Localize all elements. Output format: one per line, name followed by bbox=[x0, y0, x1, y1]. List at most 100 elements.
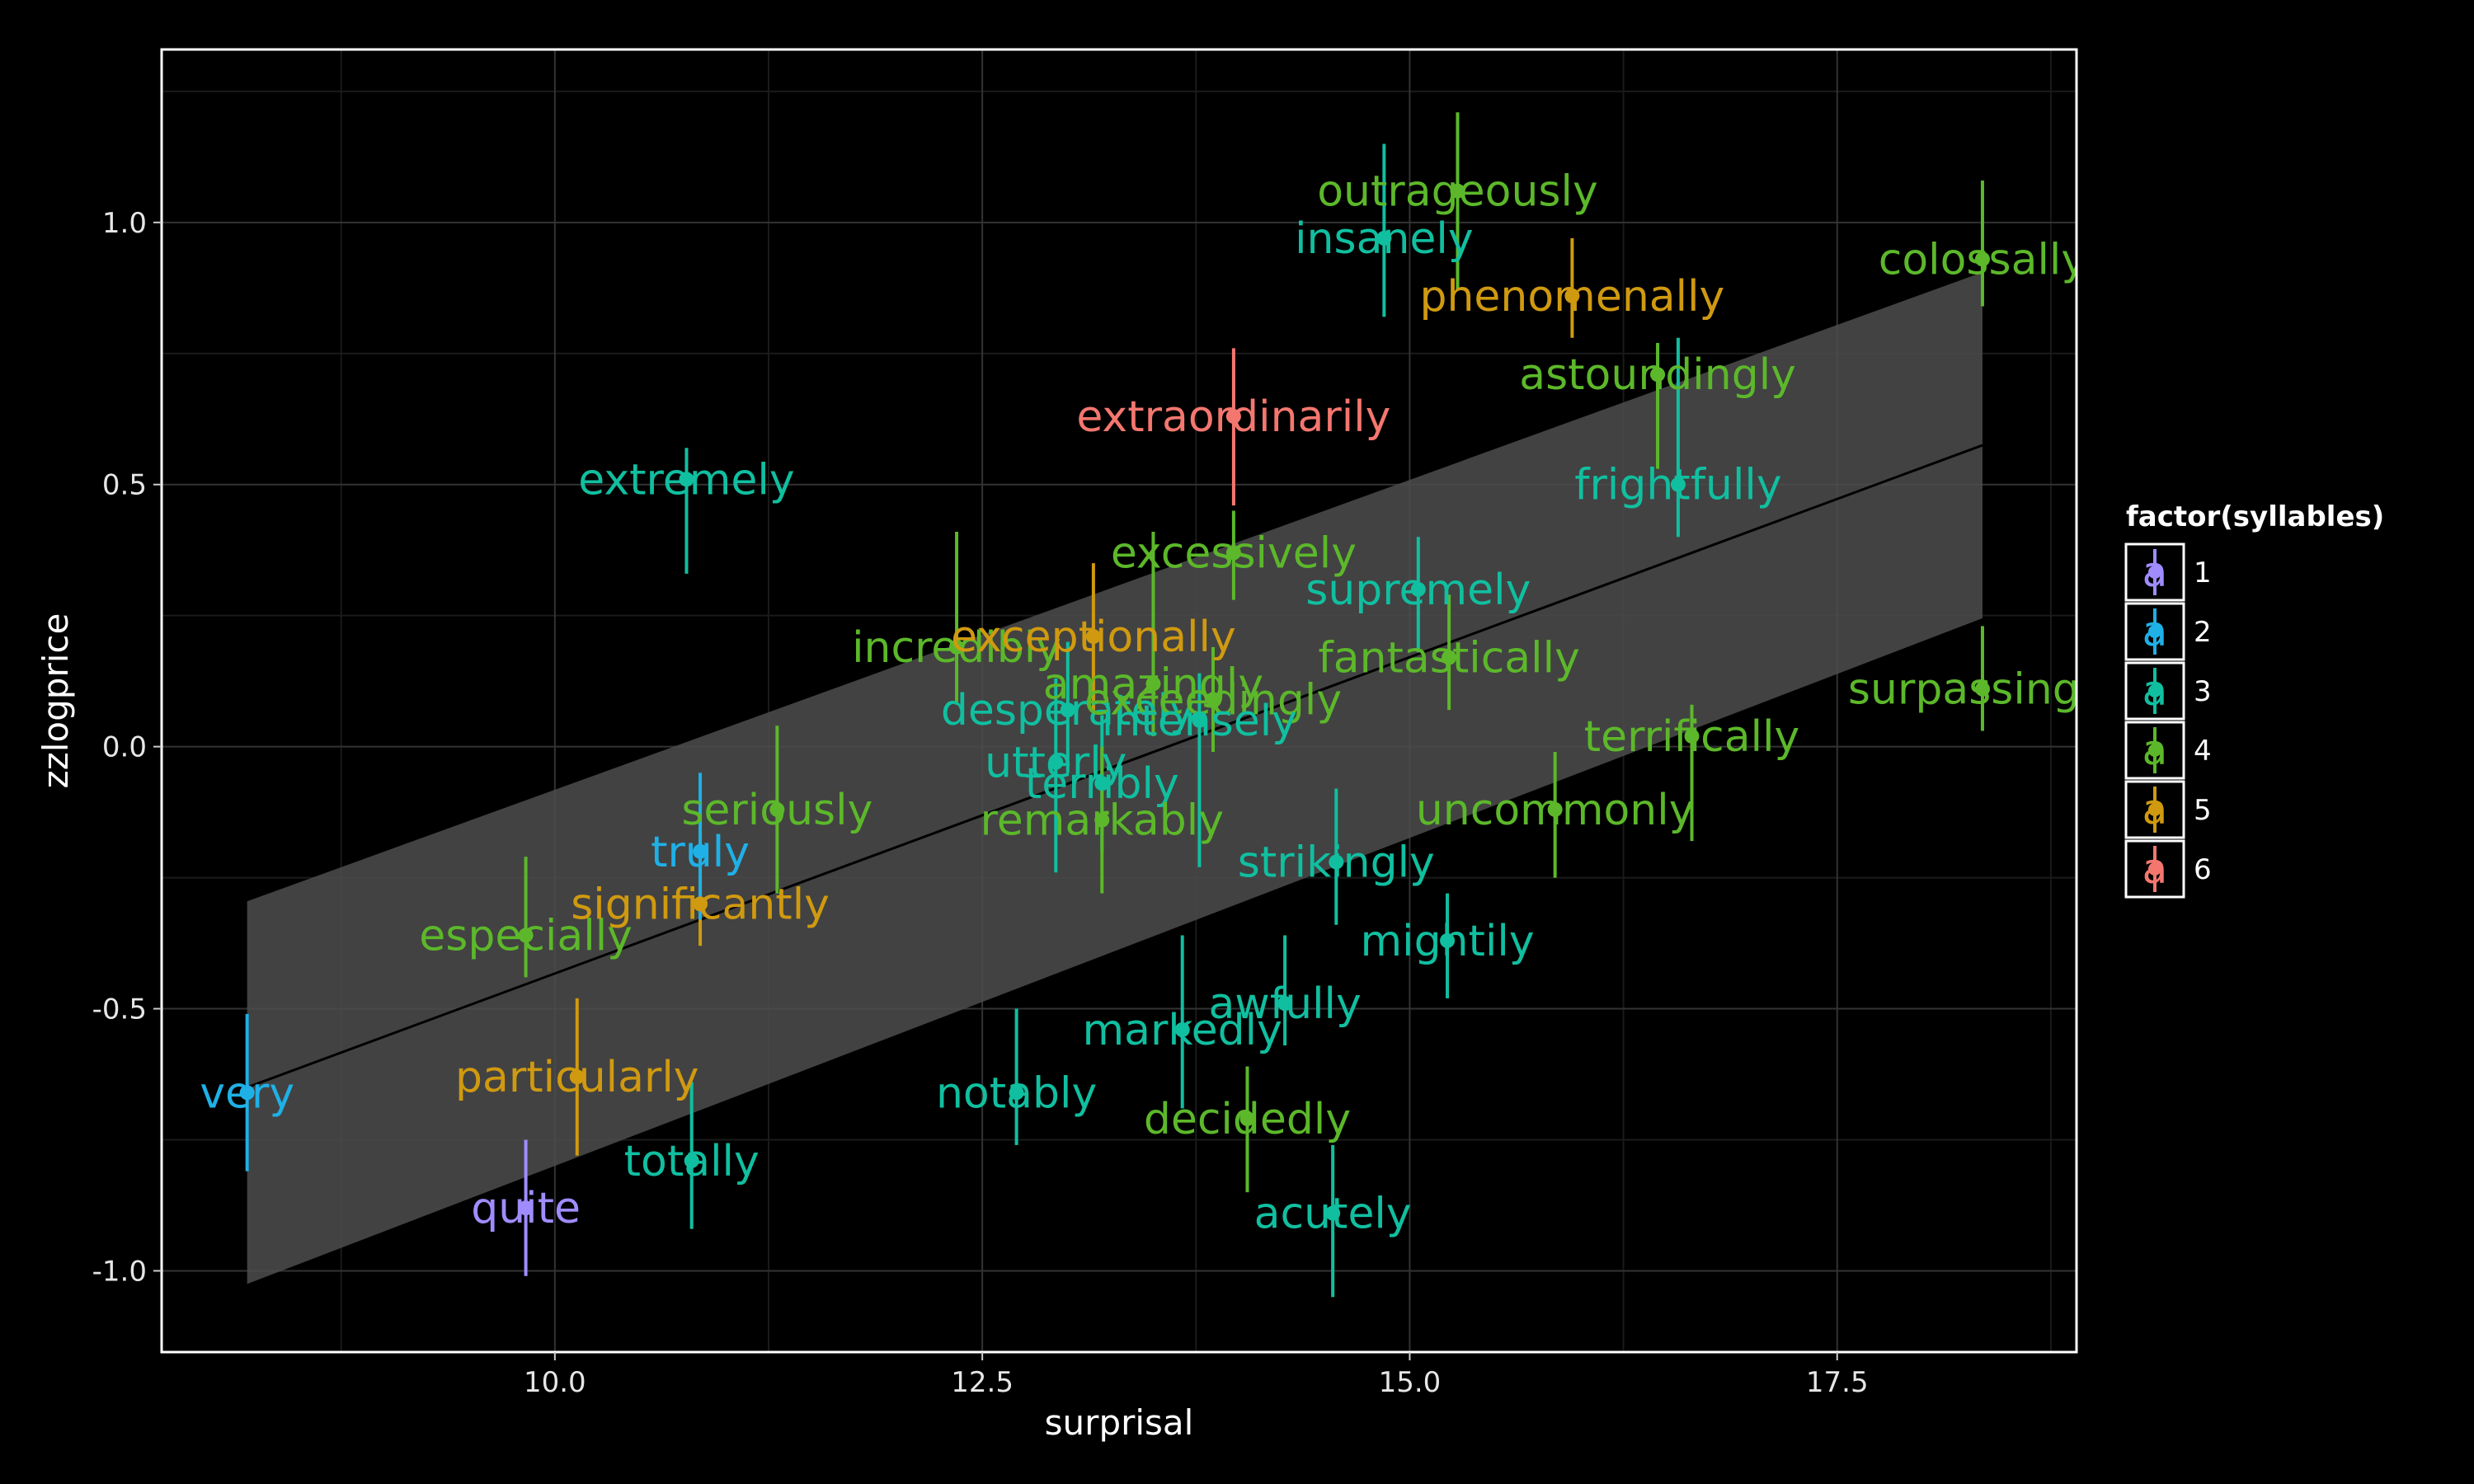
legend-key-glyph: a bbox=[2142, 726, 2168, 774]
data-point bbox=[1974, 681, 1990, 697]
point-label: surpassingly bbox=[1848, 665, 2117, 715]
legend-key-point bbox=[2148, 566, 2161, 579]
data-point bbox=[1094, 812, 1110, 828]
point-label: desperately bbox=[941, 686, 1195, 735]
data-point bbox=[1410, 581, 1426, 597]
point-label: markedly bbox=[1083, 1006, 1282, 1055]
data-point bbox=[1225, 409, 1241, 425]
point-label: terrifically bbox=[1584, 712, 1800, 762]
point-label: outrageously bbox=[1317, 167, 1598, 217]
point-label: astoundingly bbox=[1519, 350, 1796, 400]
x-tick-label: 15.0 bbox=[1379, 1366, 1442, 1399]
legend-key-glyph: a bbox=[2142, 608, 2168, 655]
data-point bbox=[1239, 1111, 1255, 1127]
x-axis-title: surprisal bbox=[1045, 1402, 1194, 1443]
point-label: strikingly bbox=[1238, 838, 1435, 888]
y-tick-label: -0.5 bbox=[92, 993, 147, 1026]
data-point bbox=[518, 928, 534, 943]
point-label: fantastically bbox=[1318, 634, 1579, 683]
legend-title: factor(syllables) bbox=[2126, 500, 2384, 533]
y-tick-label: 0.0 bbox=[102, 731, 147, 764]
point-labels: very quite particularly totally especiallysi… bbox=[200, 167, 2117, 1239]
y-tick-label: -1.0 bbox=[92, 1255, 147, 1288]
data-point bbox=[769, 801, 785, 817]
legend-label: 4 bbox=[2194, 735, 2212, 768]
data-point bbox=[693, 896, 708, 912]
x-tick-label: 10.0 bbox=[524, 1366, 586, 1399]
point-label: totally bbox=[624, 1137, 760, 1186]
point-label: significantly bbox=[571, 880, 830, 929]
point-label: frightfully bbox=[1574, 461, 1781, 510]
confidence-band-area bbox=[247, 272, 1982, 1284]
point-label: very bbox=[200, 1068, 294, 1118]
data-point bbox=[1684, 728, 1700, 744]
legend-label: 1 bbox=[2194, 556, 2212, 589]
legend-key-point bbox=[2148, 803, 2161, 816]
point-label: truly bbox=[651, 828, 750, 877]
point-label: quite bbox=[471, 1184, 581, 1233]
point-label: uncommonly bbox=[1416, 786, 1695, 835]
point-label: remarkably bbox=[981, 796, 1224, 846]
data-point bbox=[1009, 1085, 1024, 1101]
y-axis-title: zzlogprice bbox=[35, 613, 76, 789]
legend: factor(syllables) a 1a 2a 3a 4a 5a 6 bbox=[2124, 500, 2384, 899]
point-label: terribly bbox=[1025, 759, 1179, 809]
data-point bbox=[1325, 1205, 1341, 1221]
point-label: insanely bbox=[1295, 214, 1474, 264]
data-point bbox=[1974, 251, 1990, 267]
point-label: extremely bbox=[578, 455, 794, 505]
data-point bbox=[1192, 712, 1207, 728]
data-point bbox=[1670, 477, 1686, 492]
data-point bbox=[949, 639, 965, 655]
legend-label: 2 bbox=[2194, 616, 2212, 649]
data-point bbox=[1442, 650, 1457, 665]
trend-line bbox=[247, 444, 1983, 1089]
panel-border bbox=[160, 48, 2078, 1354]
legend-key-point bbox=[2148, 744, 2161, 757]
legend-key-point bbox=[2148, 625, 2161, 638]
legend-key-glyph: a bbox=[2142, 786, 2168, 834]
point-label: phenomenally bbox=[1419, 272, 1724, 322]
point-label: seriously bbox=[681, 786, 872, 835]
data-point bbox=[1329, 854, 1344, 870]
data-point bbox=[518, 1200, 534, 1216]
y-tick-label: 1.0 bbox=[102, 207, 147, 240]
legend-key-glyph: a bbox=[2142, 548, 2168, 596]
point-label: exceedingly bbox=[1084, 675, 1342, 725]
legend-label: 6 bbox=[2194, 853, 2212, 886]
data-point bbox=[1174, 1021, 1190, 1037]
data-point bbox=[1277, 996, 1293, 1012]
legend-key-glyph: a bbox=[2142, 845, 2168, 893]
data-point bbox=[679, 472, 694, 487]
data-point bbox=[1048, 754, 1064, 770]
point-label: amazingly bbox=[1043, 660, 1263, 709]
regression-line bbox=[247, 444, 1983, 1089]
legend-label: 3 bbox=[2194, 675, 2212, 708]
data-point bbox=[693, 843, 708, 859]
point-label: decidedly bbox=[1144, 1095, 1351, 1144]
data-point bbox=[1094, 776, 1110, 791]
y-axis-ticks: -1.0 -0.5 0.0 0.5 1.0 bbox=[92, 207, 162, 1288]
point-label: especially bbox=[419, 912, 633, 961]
legend-label: 5 bbox=[2194, 794, 2212, 827]
data-point bbox=[569, 1069, 585, 1085]
data-point bbox=[1440, 932, 1456, 948]
data-point bbox=[1225, 545, 1241, 561]
point-label: notably bbox=[936, 1068, 1097, 1118]
legend-key-point bbox=[2148, 684, 2161, 697]
point-label: utterly bbox=[985, 739, 1126, 788]
point-label: extraordinarily bbox=[1076, 392, 1390, 442]
data-point bbox=[1547, 801, 1563, 817]
data-point bbox=[1206, 692, 1221, 707]
data-point bbox=[1650, 367, 1666, 383]
x-tick-label: 17.5 bbox=[1806, 1366, 1869, 1399]
point-label: supremely bbox=[1305, 566, 1531, 615]
data-point bbox=[1564, 288, 1580, 303]
point-label: intensely bbox=[1102, 697, 1297, 746]
point-label: excessively bbox=[1111, 528, 1357, 578]
data-point bbox=[684, 1153, 699, 1168]
point-label: mightily bbox=[1360, 917, 1534, 966]
data-point bbox=[1145, 676, 1161, 692]
confidence-band bbox=[247, 272, 1982, 1284]
